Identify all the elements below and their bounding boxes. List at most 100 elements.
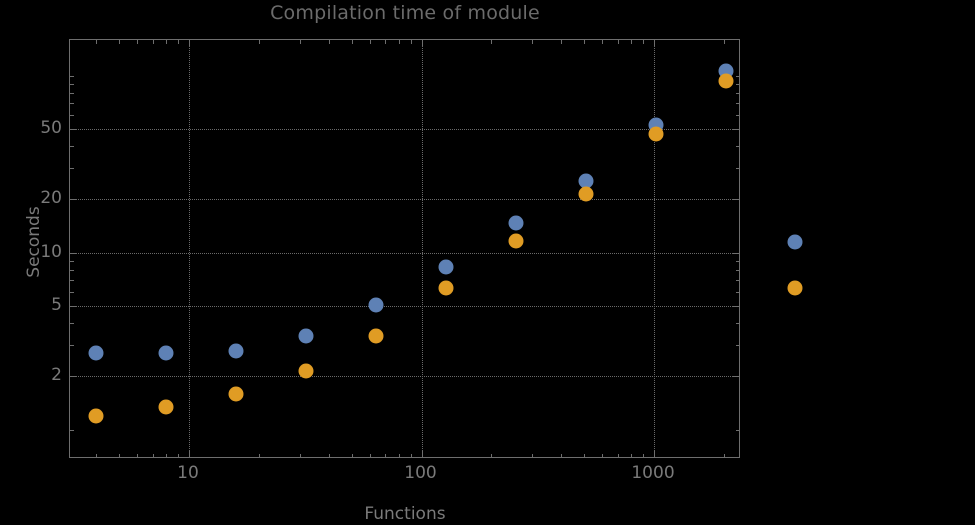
y-axis-title: Seconds — [24, 206, 44, 278]
x-tick-bottom — [152, 453, 154, 457]
x-tick-top — [258, 40, 260, 44]
gridline-horizontal — [70, 252, 739, 254]
data-point — [88, 345, 104, 361]
y-tick-right — [733, 129, 739, 130]
y-tick-left — [70, 92, 74, 94]
x-tick-top — [398, 40, 400, 44]
data-point — [368, 328, 384, 344]
data-point — [718, 73, 734, 89]
x-tick-top — [584, 40, 585, 44]
x-tick-bottom — [166, 453, 168, 457]
x-tick-bottom — [532, 453, 534, 457]
y-tick-left — [70, 252, 76, 254]
y-axis-tick-labels: 2 5 10 20 50 — [18, 39, 62, 458]
y-tick-right — [735, 429, 739, 431]
y-tick-right — [735, 92, 739, 94]
gridline-horizontal — [70, 129, 739, 130]
y-tick-left — [70, 269, 74, 271]
gridline-vertical — [421, 40, 423, 457]
y-tick-label: 5 — [51, 295, 62, 315]
x-tick-bottom — [410, 453, 412, 457]
x-tick-bottom — [369, 453, 371, 457]
data-point — [298, 363, 314, 379]
y-tick-right — [735, 146, 739, 148]
y-tick-right — [735, 260, 739, 262]
y-tick-label: 10 — [40, 241, 62, 262]
data-point — [578, 173, 594, 189]
data-point — [228, 386, 244, 402]
x-tick-top — [299, 40, 301, 44]
y-tick-left — [70, 168, 74, 170]
x-tick-bottom — [584, 453, 585, 457]
x-tick-top — [385, 40, 387, 44]
x-tick-top — [166, 40, 168, 44]
x-tick-bottom — [137, 453, 139, 457]
y-tick-left — [70, 75, 74, 77]
x-tick-bottom — [299, 453, 301, 457]
y-tick-left — [70, 323, 74, 325]
y-tick-left — [70, 129, 76, 130]
gridline-horizontal — [70, 199, 739, 201]
x-tick-top — [421, 40, 423, 46]
x-tick-bottom — [617, 453, 619, 457]
y-tick-left — [70, 376, 76, 378]
data-point — [438, 259, 454, 275]
data-point — [368, 297, 384, 313]
data-point — [508, 233, 524, 249]
gridline-horizontal — [70, 306, 739, 307]
y-tick-left — [70, 114, 74, 116]
data-point — [158, 345, 174, 361]
y-tick-left — [70, 146, 74, 148]
y-tick-right — [735, 280, 739, 282]
gridline-horizontal — [70, 376, 739, 378]
x-tick-top — [532, 40, 534, 44]
x-tick-bottom — [643, 453, 645, 457]
y-tick-label: 2 — [51, 365, 62, 386]
x-tick-top — [410, 40, 412, 44]
x-tick-top — [96, 40, 98, 44]
x-tick-bottom — [189, 451, 190, 457]
y-tick-right — [735, 83, 739, 85]
x-tick-top — [351, 40, 353, 44]
y-tick-right — [735, 168, 739, 170]
data-point — [88, 408, 104, 424]
y-tick-left — [70, 291, 74, 293]
y-tick-left — [70, 345, 74, 347]
data-point — [228, 343, 244, 359]
y-tick-right — [733, 376, 739, 378]
x-tick-top — [369, 40, 371, 44]
data-point — [578, 186, 594, 202]
x-tick-bottom — [119, 453, 120, 457]
y-tick-left — [70, 280, 74, 282]
x-tick-bottom — [602, 453, 604, 457]
x-tick-top — [152, 40, 154, 44]
y-tick-right — [735, 323, 739, 325]
x-tick-bottom — [631, 453, 633, 457]
y-tick-right — [735, 75, 739, 77]
x-tick-bottom — [723, 453, 725, 457]
x-tick-label: 1000 — [631, 463, 675, 483]
data-point — [648, 126, 664, 142]
x-tick-bottom — [421, 451, 423, 457]
x-tick-top — [723, 40, 725, 44]
data-point — [787, 234, 803, 250]
x-axis-title: Functions — [364, 504, 446, 524]
x-tick-top — [617, 40, 619, 44]
y-tick-label: 20 — [40, 188, 62, 209]
data-point — [438, 280, 454, 296]
y-tick-left — [70, 260, 74, 262]
y-tick-left — [70, 83, 74, 85]
x-tick-top — [189, 40, 190, 46]
gridline-vertical — [189, 40, 190, 457]
y-tick-right — [735, 269, 739, 271]
x-tick-top — [561, 40, 563, 44]
x-tick-bottom — [385, 453, 387, 457]
x-axis-tick-labels: 10 100 1000 — [69, 463, 740, 487]
y-tick-right — [735, 345, 739, 347]
x-tick-bottom — [491, 453, 493, 457]
x-tick-bottom — [398, 453, 400, 457]
y-tick-right — [735, 103, 739, 105]
x-tick-bottom — [561, 453, 563, 457]
x-tick-top — [119, 40, 120, 44]
x-tick-bottom — [96, 453, 98, 457]
